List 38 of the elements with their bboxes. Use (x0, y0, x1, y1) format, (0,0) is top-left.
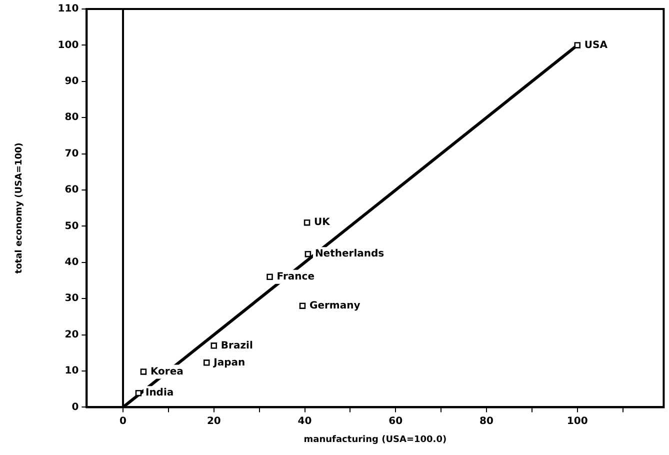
point (135, 390, 142, 396)
y-tick-label: 90 (64, 76, 79, 87)
x-tick-label: 0 (120, 416, 127, 427)
x-axis-title: manufacturing (USA=100.0) (304, 434, 447, 445)
x-tick-label: 100 (566, 416, 588, 427)
point (266, 274, 273, 280)
y-tick-label: 100 (58, 40, 79, 51)
annotation: Brazil (220, 340, 253, 352)
point (210, 342, 218, 349)
point (304, 250, 312, 258)
annotation: Japan (212, 357, 246, 368)
x-tick-label: 60 (388, 416, 403, 427)
y-tick-label: 20 (64, 329, 79, 340)
annotation: France (276, 271, 315, 282)
y-tick-label: 0 (72, 402, 79, 413)
point (140, 368, 147, 375)
point (304, 219, 310, 226)
y-tick-label: 80 (64, 112, 79, 124)
annotation: Germany (309, 300, 361, 312)
annotation: Netherlands (314, 248, 384, 260)
y-tick-label: 50 (64, 220, 79, 232)
x-tick-label: 40 (298, 416, 312, 427)
y-tick-label: 10 (64, 366, 79, 377)
annotation: Korea (150, 366, 184, 378)
point (574, 42, 580, 48)
y-tick-label: 70 (64, 148, 79, 160)
point (299, 302, 306, 309)
annotation: UK (314, 217, 332, 228)
point (204, 360, 210, 366)
y-tick-label: 40 (64, 256, 79, 268)
y-tick-label: 110 (58, 4, 79, 15)
x-tick-label: 80 (480, 416, 494, 427)
y-tick-label: 60 (64, 184, 79, 196)
x-tick-label: 20 (206, 416, 221, 427)
annotation: USA (584, 40, 608, 51)
annotation: India (145, 388, 174, 399)
y-axis-title: total economy (USA=100) (14, 142, 25, 274)
y-tick-label: 30 (64, 293, 79, 304)
